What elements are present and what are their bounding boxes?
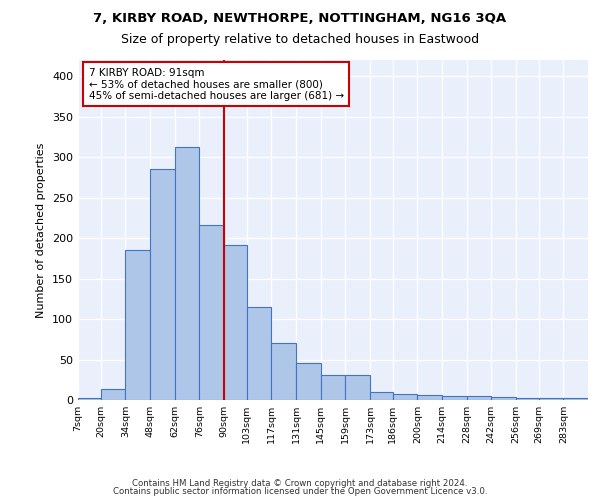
Bar <box>271 344 296 400</box>
Bar <box>418 395 442 400</box>
Bar <box>78 398 101 400</box>
Bar <box>393 394 418 400</box>
Bar <box>101 388 125 400</box>
Text: 7 KIRBY ROAD: 91sqm
← 53% of detached houses are smaller (800)
45% of semi-detac: 7 KIRBY ROAD: 91sqm ← 53% of detached ho… <box>89 68 344 101</box>
Bar <box>175 148 199 400</box>
Bar <box>370 392 393 400</box>
Bar <box>346 375 370 400</box>
Text: Size of property relative to detached houses in Eastwood: Size of property relative to detached ho… <box>121 32 479 46</box>
Text: Contains HM Land Registry data © Crown copyright and database right 2024.: Contains HM Land Registry data © Crown c… <box>132 478 468 488</box>
Bar <box>442 396 467 400</box>
Bar <box>320 375 346 400</box>
Text: 7, KIRBY ROAD, NEWTHORPE, NOTTINGHAM, NG16 3QA: 7, KIRBY ROAD, NEWTHORPE, NOTTINGHAM, NG… <box>94 12 506 26</box>
Bar <box>125 250 150 400</box>
Bar <box>516 398 539 400</box>
Bar <box>491 397 516 400</box>
Bar <box>150 170 175 400</box>
Bar <box>247 307 271 400</box>
Y-axis label: Number of detached properties: Number of detached properties <box>37 142 46 318</box>
Bar <box>563 398 588 400</box>
Bar <box>199 225 224 400</box>
Bar <box>296 363 320 400</box>
Text: Contains public sector information licensed under the Open Government Licence v3: Contains public sector information licen… <box>113 487 487 496</box>
Bar <box>467 396 491 400</box>
Bar <box>539 398 563 400</box>
Bar <box>224 246 247 400</box>
